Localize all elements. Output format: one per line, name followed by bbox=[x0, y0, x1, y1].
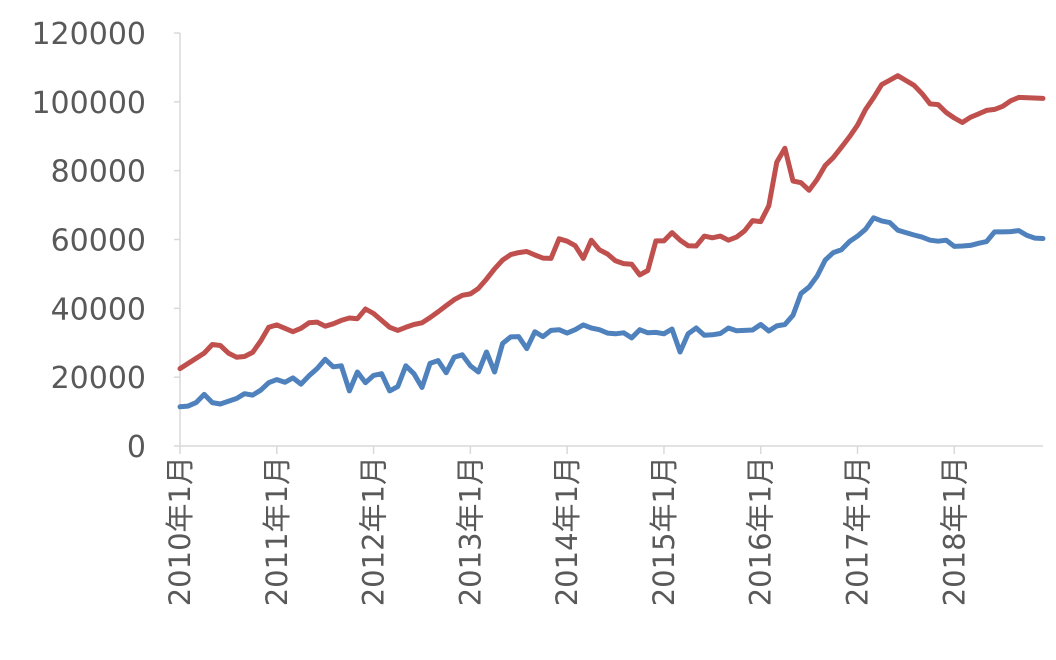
x-tick-label: 2017年1月 bbox=[840, 456, 874, 606]
x-axis: 2010年1月 2011年1月 2012年1月 2013年1月 2014年1月 2015年… bbox=[163, 445, 1043, 606]
x-tick-label: 2013年1月 bbox=[453, 456, 487, 606]
y-tick-label: 0 bbox=[127, 430, 146, 465]
y-tick-label: 100000 bbox=[31, 86, 146, 121]
series-line-2 bbox=[177, 215, 1046, 410]
y-axis: 0 20000 40000 60000 80000 100000 120000 bbox=[31, 17, 181, 465]
x-tick-label: 2011年1月 bbox=[260, 456, 294, 606]
x-tick-label: 2014年1月 bbox=[550, 456, 584, 606]
y-tick-label: 40000 bbox=[51, 292, 146, 327]
y-tick-label: 120000 bbox=[31, 17, 146, 52]
x-tick-label: 2018年1月 bbox=[937, 456, 971, 606]
x-tick-label: 2012年1月 bbox=[357, 456, 391, 606]
y-tick-label: 80000 bbox=[51, 155, 146, 190]
x-tick-label: 2015年1月 bbox=[647, 456, 681, 606]
y-tick-label: 20000 bbox=[51, 361, 146, 396]
series-layer bbox=[177, 73, 1046, 410]
x-tick-label: 2010年1月 bbox=[163, 456, 197, 606]
x-tick-label: 2016年1月 bbox=[744, 456, 778, 606]
y-tick-label: 60000 bbox=[51, 224, 146, 259]
series-line-1 bbox=[177, 73, 1046, 372]
